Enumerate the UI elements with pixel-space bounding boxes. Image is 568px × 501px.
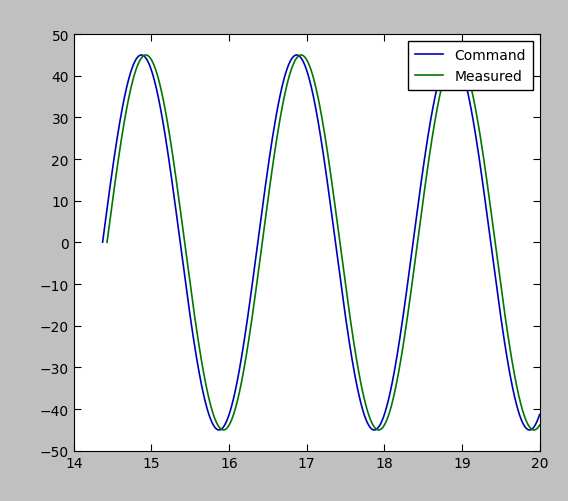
Measured [239,374,246,380]
Command [536,412,543,418]
Legend: Command, Measured: Command, Measured [408,42,533,91]
Line: Measured: Measured [107,56,540,430]
Line: Command: Command [103,56,540,430]
Command [366,424,373,430]
Measured [536,422,543,428]
Command [441,62,448,68]
Command [239,349,246,355]
Measured [366,415,373,421]
Command [416,194,423,200]
Measured [441,76,448,82]
Measured [346,311,353,317]
Measured [416,228,423,234]
Command [346,340,353,346]
